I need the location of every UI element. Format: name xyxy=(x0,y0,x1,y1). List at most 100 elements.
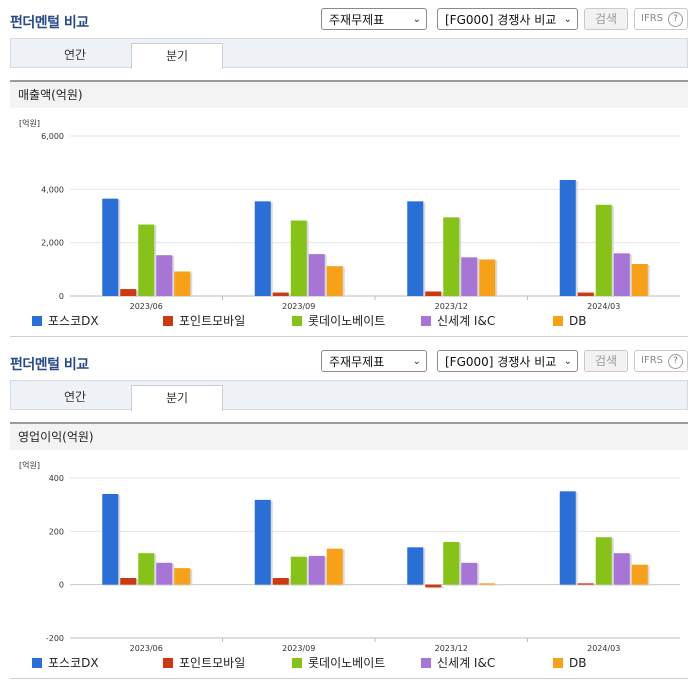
legend-swatch xyxy=(32,658,42,668)
bar xyxy=(425,584,442,588)
y-tick-label: 6,000 xyxy=(41,132,64,141)
bar xyxy=(443,542,460,585)
bar xyxy=(308,254,325,296)
bar xyxy=(559,180,576,296)
search-button[interactable]: 검색 xyxy=(584,8,628,30)
report-type-value: 주재무제표 xyxy=(329,13,385,27)
ifrs-label: IFRS xyxy=(641,13,663,24)
legend-label: DB xyxy=(569,656,587,670)
legend-label: 신세계 I&C xyxy=(437,656,496,670)
y-unit-label: [억원] xyxy=(19,460,40,470)
tab-annual[interactable]: 연간 xyxy=(63,390,87,404)
bar xyxy=(174,271,191,296)
period-tabs: 연간 분기 xyxy=(10,38,688,69)
report-type-value: 주재무제표 xyxy=(329,355,385,369)
chart-legend: 포스코DX 포인트모바일 롯데이노베이트 신세계 I&C DB xyxy=(10,314,688,328)
help-icon: ? xyxy=(668,354,683,369)
bar xyxy=(308,555,325,585)
section-title: 매출액(억원) xyxy=(10,80,688,108)
legend-swatch xyxy=(292,658,302,668)
y-tick-label: 0 xyxy=(59,581,64,590)
bar xyxy=(631,264,648,296)
bar xyxy=(577,583,594,585)
bar xyxy=(559,491,576,585)
peer-group-select[interactable]: [FG000] 경쟁사 비교 ⌄ xyxy=(437,350,578,372)
x-tick-label: 2023/12 xyxy=(435,302,468,311)
legend-label: 롯데이노베이트 xyxy=(308,656,386,670)
report-type-select[interactable]: 주재무제표 ⌄ xyxy=(321,8,427,30)
y-tick-label: 2,000 xyxy=(41,239,64,248)
y-tick-label: 4,000 xyxy=(41,185,64,194)
bar xyxy=(326,548,343,585)
tab-quarterly[interactable]: 분기 xyxy=(131,385,223,411)
peer-group-value: [FG000] 경쟁사 비교 xyxy=(445,13,557,27)
legend-swatch xyxy=(163,316,173,326)
bar xyxy=(461,257,478,296)
revenue-chart: [억원] 0 2,000 4,000 6,000 2023/06 2023/09 2023/1… xyxy=(19,118,680,311)
bar xyxy=(102,494,119,585)
panel-title: 펀더멘털 비교 xyxy=(10,15,89,31)
peer-group-select[interactable]: [FG000] 경쟁사 비교 ⌄ xyxy=(437,8,578,30)
bar xyxy=(272,578,289,585)
bar xyxy=(254,499,271,585)
ifrs-help-button[interactable]: IFRS ? xyxy=(634,8,688,30)
y-tick-label: -200 xyxy=(46,634,64,643)
chevron-down-icon: ⌄ xyxy=(563,14,572,25)
bar xyxy=(102,198,119,296)
legend-item: 포인트모바일 xyxy=(163,314,245,328)
tab-quarterly[interactable]: 분기 xyxy=(131,43,223,69)
x-tick-label: 2023/09 xyxy=(282,644,315,653)
bar xyxy=(613,253,630,296)
tab-annual[interactable]: 연간 xyxy=(63,48,87,62)
y-tick-label: 200 xyxy=(49,527,64,536)
ifrs-help-button[interactable]: IFRS ? xyxy=(634,350,688,372)
bar xyxy=(443,217,460,296)
panel-divider xyxy=(10,336,688,337)
chart-container: [억원] -200 0 200 400 2023/06 2023/09 2023/12 2024… xyxy=(10,450,688,676)
x-tick-label: 2023/06 xyxy=(130,644,163,653)
bar xyxy=(407,547,424,585)
help-icon: ? xyxy=(668,12,683,27)
legend-label: 포스코DX xyxy=(48,656,99,670)
fundamental-panel-revenue: 펀더멘털 비교 주재무제표 ⌄ [FG000] 경쟁사 비교 ⌄ 검색 IFRS… xyxy=(10,8,688,337)
legend-item: 포인트모바일 xyxy=(163,656,245,670)
legend-item: 포스코DX xyxy=(32,314,99,328)
bar-shadow xyxy=(579,584,596,586)
legend-item: 신세계 I&C xyxy=(421,314,495,328)
ifrs-label: IFRS xyxy=(641,355,663,366)
bar xyxy=(174,568,191,585)
panel-title: 펀더멘털 비교 xyxy=(10,357,89,373)
chart-legend: 포스코DX 포인트모바일 롯데이노베이트 신세계 I&C DB xyxy=(10,656,688,670)
legend-item: 포스코DX xyxy=(32,656,99,670)
bar xyxy=(577,292,594,296)
x-tick-label: 2024/03 xyxy=(587,644,620,653)
bar xyxy=(595,537,612,585)
legend-swatch xyxy=(292,316,302,326)
legend-item: 롯데이노베이트 xyxy=(292,314,385,328)
legend-label: 신세계 I&C xyxy=(437,314,496,328)
bar xyxy=(138,224,155,296)
legend-item: 롯데이노베이트 xyxy=(292,656,385,670)
search-button[interactable]: 검색 xyxy=(584,350,628,372)
legend-swatch xyxy=(32,316,42,326)
bar xyxy=(595,204,612,296)
bar xyxy=(290,220,307,296)
bar xyxy=(290,556,307,585)
legend-swatch xyxy=(421,316,431,326)
bar xyxy=(156,562,173,585)
chevron-down-icon: ⌄ xyxy=(412,356,421,367)
bar xyxy=(425,291,442,296)
bar xyxy=(326,266,343,296)
legend-label: DB xyxy=(569,314,587,328)
y-unit-label: [억원] xyxy=(19,118,40,128)
legend-item: 신세계 I&C xyxy=(421,656,495,670)
y-tick-label: 400 xyxy=(49,474,64,483)
chevron-down-icon: ⌄ xyxy=(563,356,572,367)
bar xyxy=(479,583,496,585)
bar xyxy=(120,289,137,296)
bar xyxy=(254,201,271,296)
legend-label: 포스코DX xyxy=(48,314,99,328)
bar xyxy=(156,255,173,296)
report-type-select[interactable]: 주재무제표 ⌄ xyxy=(321,350,427,372)
legend-swatch xyxy=(421,658,431,668)
